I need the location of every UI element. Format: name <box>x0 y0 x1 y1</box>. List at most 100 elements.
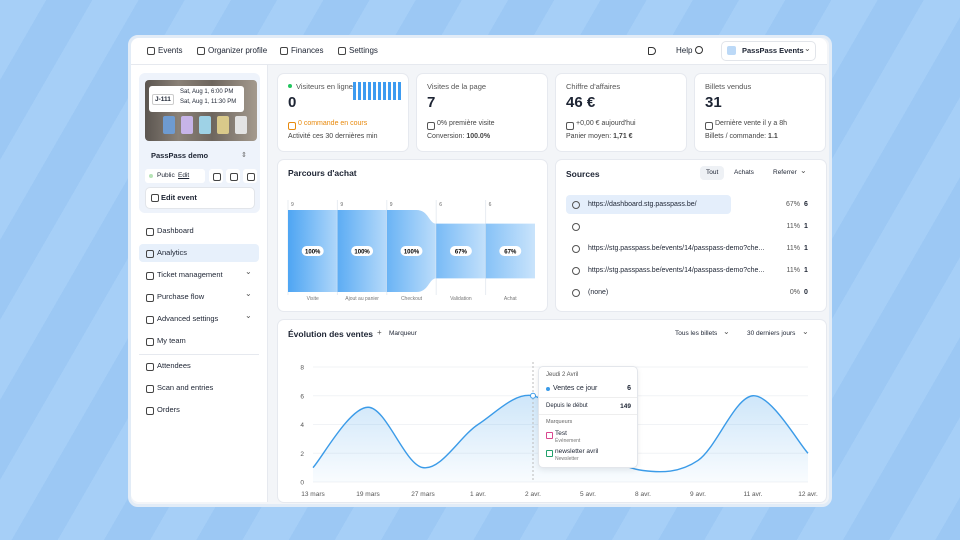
filter[interactable]: Tous les billets <box>675 330 718 337</box>
edit-link[interactable]: Edit <box>178 172 190 179</box>
series-label: Ventes ce jour <box>553 385 598 392</box>
x-tick-label: 2 avr. <box>525 491 541 498</box>
kpi-note-icon <box>566 122 574 130</box>
help-link[interactable]: Help <box>676 46 693 55</box>
tab[interactable]: Achats <box>734 169 754 176</box>
source-share: 0% <box>789 289 800 296</box>
menu-icon <box>146 338 154 346</box>
nav-item[interactable]: Events <box>158 46 183 55</box>
plus-icon: + <box>377 328 382 337</box>
menu-item[interactable]: Advanced settings <box>157 314 219 323</box>
menu-item[interactable]: Scan and entries <box>157 383 214 392</box>
tab[interactable]: Tout <box>706 169 719 176</box>
event-image: J-111 Sat, Aug 1, 6:00 PM Sat, Aug 1, 11:3… <box>145 80 257 141</box>
hover-point <box>530 392 536 399</box>
series-value: 6 <box>627 385 631 392</box>
edit-event-button[interactable] <box>145 187 255 209</box>
nav-icon <box>338 47 346 55</box>
globe-icon <box>572 245 580 253</box>
y-tick-label: 8 <box>300 365 304 372</box>
chevron: ⌄ <box>800 166 807 175</box>
menu-item[interactable]: Dashboard <box>157 226 194 235</box>
ticket-stub <box>217 116 229 134</box>
menu-item[interactable]: Attendees <box>157 361 191 370</box>
edit-icon <box>151 194 159 202</box>
kpi-value: 46 € <box>566 94 596 111</box>
stage-count: 9 <box>390 202 393 208</box>
globe-icon <box>572 289 580 297</box>
top-nav <box>131 38 827 65</box>
marker-button[interactable]: Marqueur <box>389 330 417 337</box>
ticket-stub <box>199 116 211 134</box>
stage-label: Checkout <box>401 296 423 302</box>
stage-count: 6 <box>489 202 492 208</box>
menu-item[interactable]: My team <box>157 336 186 345</box>
source-count: 6 <box>804 201 808 208</box>
sources-title: Sources <box>566 169 600 179</box>
action-button[interactable] <box>209 169 223 183</box>
stage-label: Visite <box>307 296 319 302</box>
tab[interactable]: Referrer <box>773 169 797 176</box>
stage-count: 6 <box>439 202 442 208</box>
kpi-note-icon <box>288 122 296 130</box>
chevron: ⌄ <box>723 327 730 336</box>
kpi-value: 0 <box>288 94 297 111</box>
account-name: PassPass Events <box>742 46 804 55</box>
nav-item[interactable]: Settings <box>349 46 378 55</box>
source-count: 1 <box>804 245 808 252</box>
total-value: 149 <box>620 403 631 410</box>
marker-name: Test <box>555 430 567 437</box>
action-button[interactable] <box>243 169 257 183</box>
menu-icon <box>146 272 154 280</box>
globe-icon <box>572 267 580 275</box>
menu-icon <box>146 250 154 258</box>
menu-item[interactable]: Analytics <box>157 248 188 257</box>
rate-pill <box>400 246 423 256</box>
kpi-footer-label: Activité ces 30 dernières min <box>288 133 378 140</box>
account-button[interactable]: PassPass Events ⌄ <box>721 41 816 61</box>
stage-label: Validation <box>450 296 472 302</box>
tooltip: Jeudi 2 Avril Ventes ce jour 6 Depuis le dé… <box>538 366 638 468</box>
x-tick-label: 9 avr. <box>690 491 706 498</box>
tooltip-divider <box>539 414 637 415</box>
rate-label: 100% <box>305 250 321 256</box>
y-tick-label: 2 <box>300 451 304 458</box>
source-url: https://stg.passpass.be/events/14/passpa… <box>588 245 765 252</box>
kpi-footer-label: Panier moyen: <box>566 133 612 140</box>
menu-item[interactable]: Purchase flow <box>157 292 205 301</box>
source-count: 0 <box>804 289 808 296</box>
x-tick-label: 1 avr. <box>470 491 486 498</box>
marker-icon <box>546 432 553 439</box>
marker-kind: Newsletter <box>555 456 579 462</box>
markers-title: Marqueurs <box>546 419 573 425</box>
menu-item[interactable]: Orders <box>157 405 180 414</box>
stage-label: Achat <box>504 296 517 302</box>
stage-label: Ajout au panier <box>345 296 379 302</box>
nav-icon <box>197 47 205 55</box>
kpi-title: Billets vendus <box>705 82 752 91</box>
kpi-note: 0% première visite <box>437 120 495 127</box>
chevron: ⌄ <box>802 327 809 336</box>
source-highlight <box>566 195 731 214</box>
source-url: https://stg.passpass.be/events/14/passpa… <box>588 267 765 274</box>
kpi-card <box>416 73 548 152</box>
source-share: 11% <box>786 245 801 252</box>
kpi-value: 31 <box>705 94 722 111</box>
kpi-footer: Panier moyen: 1,71 € <box>566 133 633 140</box>
source-share: 11% <box>786 267 801 274</box>
menu-item[interactable]: Ticket management <box>157 270 223 279</box>
kpi-title: Visiteurs en ligne <box>296 82 353 91</box>
nav-item[interactable]: Organizer profile <box>208 46 268 55</box>
kpi-footer-label: Conversion: <box>427 133 465 140</box>
filter[interactable]: 30 derniers jours <box>747 330 796 337</box>
y-tick-label: 4 <box>300 422 304 429</box>
nav-item[interactable]: Finances <box>291 46 324 55</box>
menu-icon <box>146 363 154 371</box>
menu-icon <box>146 228 154 236</box>
ticket-date: Sat, Aug 1, 6:00 PM <box>180 89 234 95</box>
marker-name: newsletter avril <box>555 448 599 455</box>
action-button[interactable] <box>226 169 240 183</box>
ticket-code: J-111 <box>152 94 174 105</box>
